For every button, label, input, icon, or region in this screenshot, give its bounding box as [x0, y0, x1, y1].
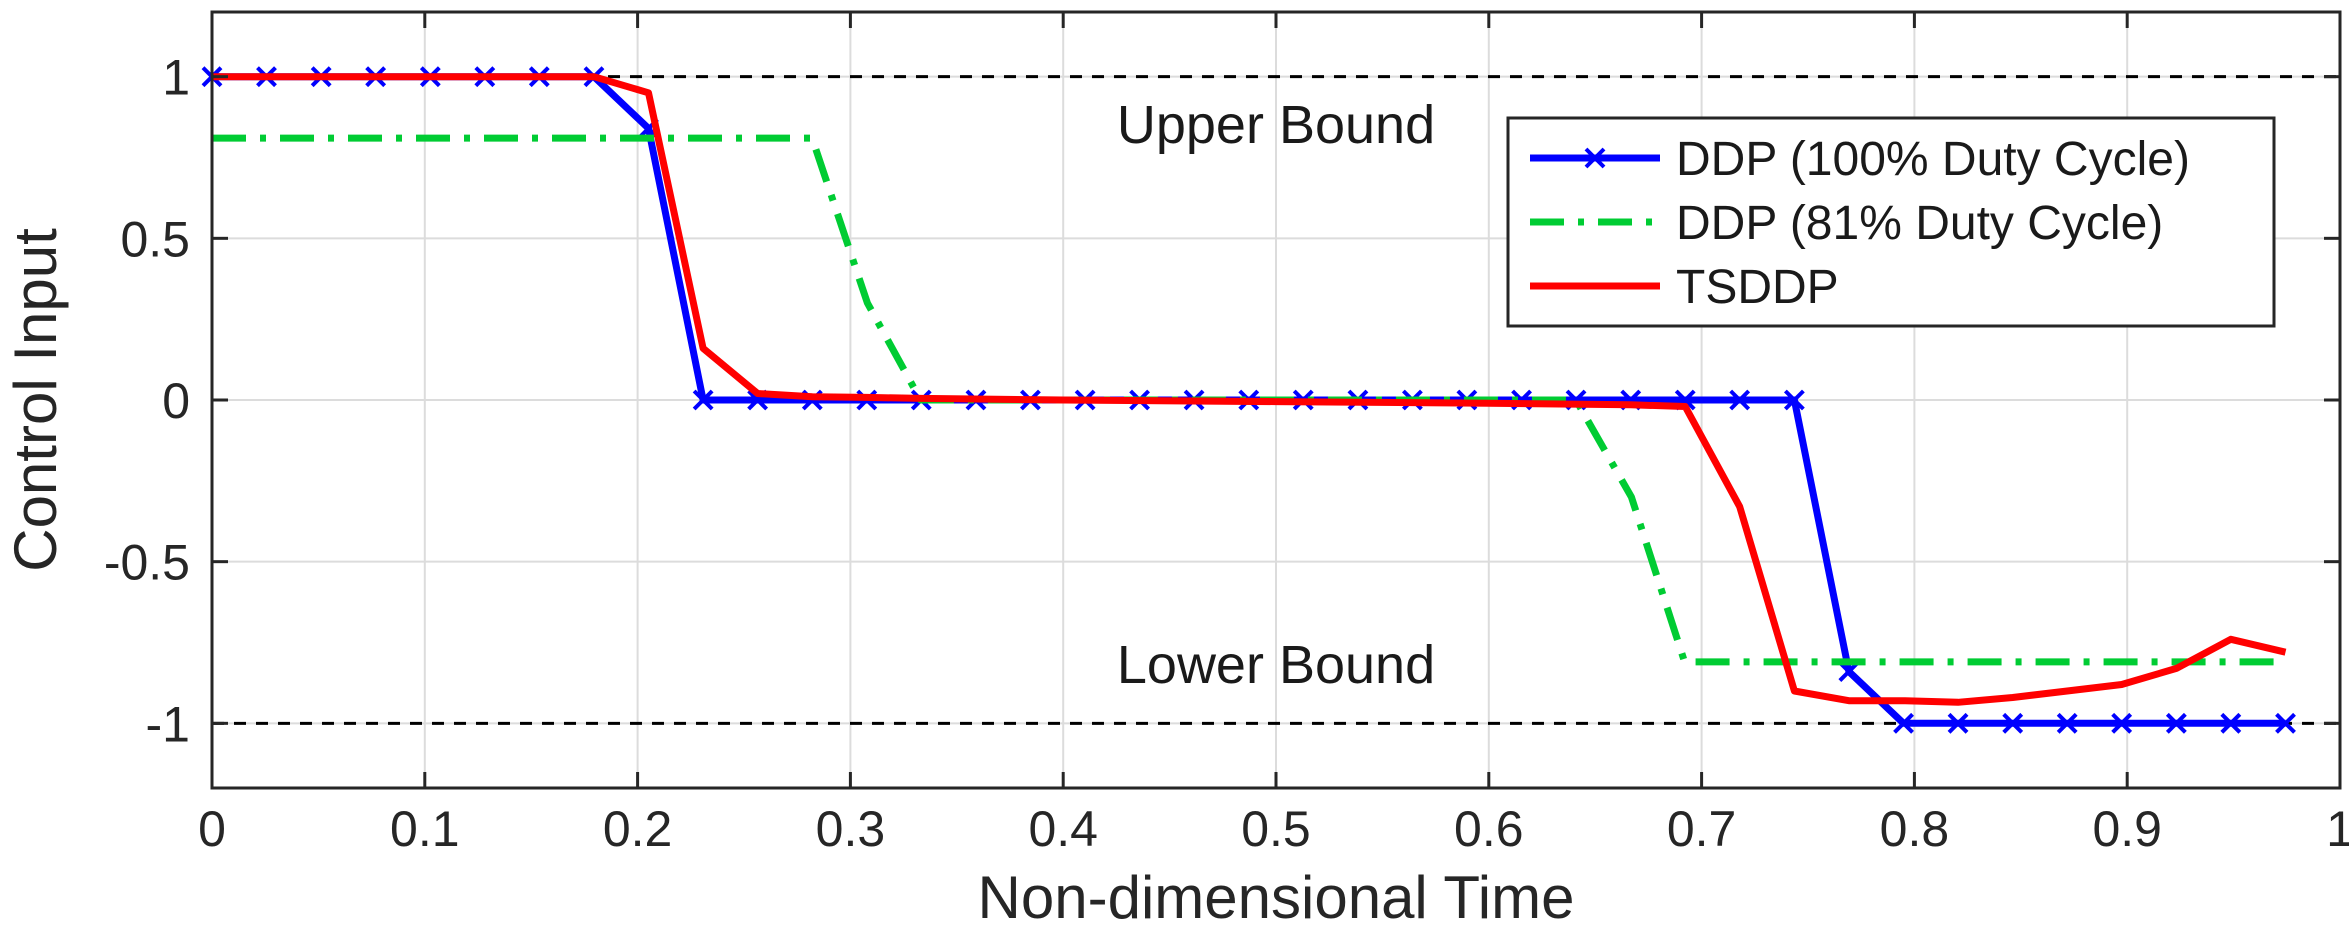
y-tick-label: 1	[162, 50, 190, 106]
series-line	[212, 73, 2287, 706]
marker-stroke	[2056, 712, 2078, 734]
y-tick-label: 0.5	[120, 211, 190, 267]
marker-stroke	[2002, 712, 2024, 734]
data-point-marker	[1947, 712, 1969, 734]
legend-marker	[1584, 147, 1606, 169]
marker-stroke	[1947, 712, 1969, 734]
data-point-marker	[1838, 661, 1860, 683]
series-line	[212, 134, 2285, 666]
x-tick-label: 0.1	[390, 801, 460, 857]
marker-stroke	[2165, 712, 2187, 734]
data-point-marker	[1729, 389, 1751, 411]
data-point-marker	[2220, 712, 2242, 734]
x-tick-label: 0.5	[1241, 801, 1311, 857]
marker-stroke	[2111, 712, 2133, 734]
data-point-marker	[2002, 712, 2024, 734]
x-tick-label: 0.9	[2092, 801, 2162, 857]
data-point-marker	[1783, 389, 1805, 411]
marker-stroke	[1729, 389, 1751, 411]
x-axis-title: Non-dimensional Time	[978, 864, 1575, 927]
y-axis-title: Control Input	[2, 228, 69, 572]
x-tick-label: 0.2	[603, 801, 673, 857]
marker-stroke	[1838, 661, 1860, 683]
data-point-marker	[2111, 712, 2133, 734]
x-tick-label: 0.3	[816, 801, 886, 857]
upper-bound-label: Upper Bound	[1117, 95, 1435, 155]
x-tick-label: 1	[2326, 801, 2349, 857]
x-tick-label: 0.6	[1454, 801, 1524, 857]
data-point-marker	[692, 389, 714, 411]
marker-stroke	[1783, 389, 1805, 411]
data-point-marker	[1893, 712, 1914, 734]
axis-ticks: 0 0.1 0.2 0.3 0.4 0.5 0.6 0.7 0.8 0.9 1 1 0.5 0 -0.5 -1	[104, 12, 2349, 857]
legend: DDP (100% Duty Cycle) DDP (81% Duty Cycle…	[1506, 116, 2276, 328]
legend-label: DDP (81% Duty Cycle)	[1676, 197, 2163, 250]
marker-stroke	[2275, 712, 2296, 734]
lower-bound-label: Lower Bound	[1117, 635, 1435, 695]
marker-stroke	[692, 389, 714, 411]
data-point-marker	[2056, 712, 2078, 734]
legend-box	[1506, 116, 2276, 328]
y-tick-label: -1	[146, 696, 190, 752]
data-point-marker	[2275, 712, 2296, 734]
y-tick-label: -0.5	[104, 535, 190, 591]
x-tick-label: 0.7	[1667, 801, 1737, 857]
data-point-marker	[2165, 712, 2187, 734]
x-tick-label: 0	[198, 801, 226, 857]
y-tick-label: 0	[162, 373, 190, 429]
x-tick-label: 0.4	[1028, 801, 1098, 857]
legend-label: TSDDP	[1676, 261, 1839, 314]
marker-stroke	[2220, 712, 2242, 734]
x-tick-label: 0.8	[1880, 801, 1950, 857]
legend-label: DDP (100% Duty Cycle)	[1676, 133, 2190, 186]
marker-stroke	[1893, 712, 1914, 734]
annotations: Upper Bound Lower Bound	[1117, 95, 1435, 695]
